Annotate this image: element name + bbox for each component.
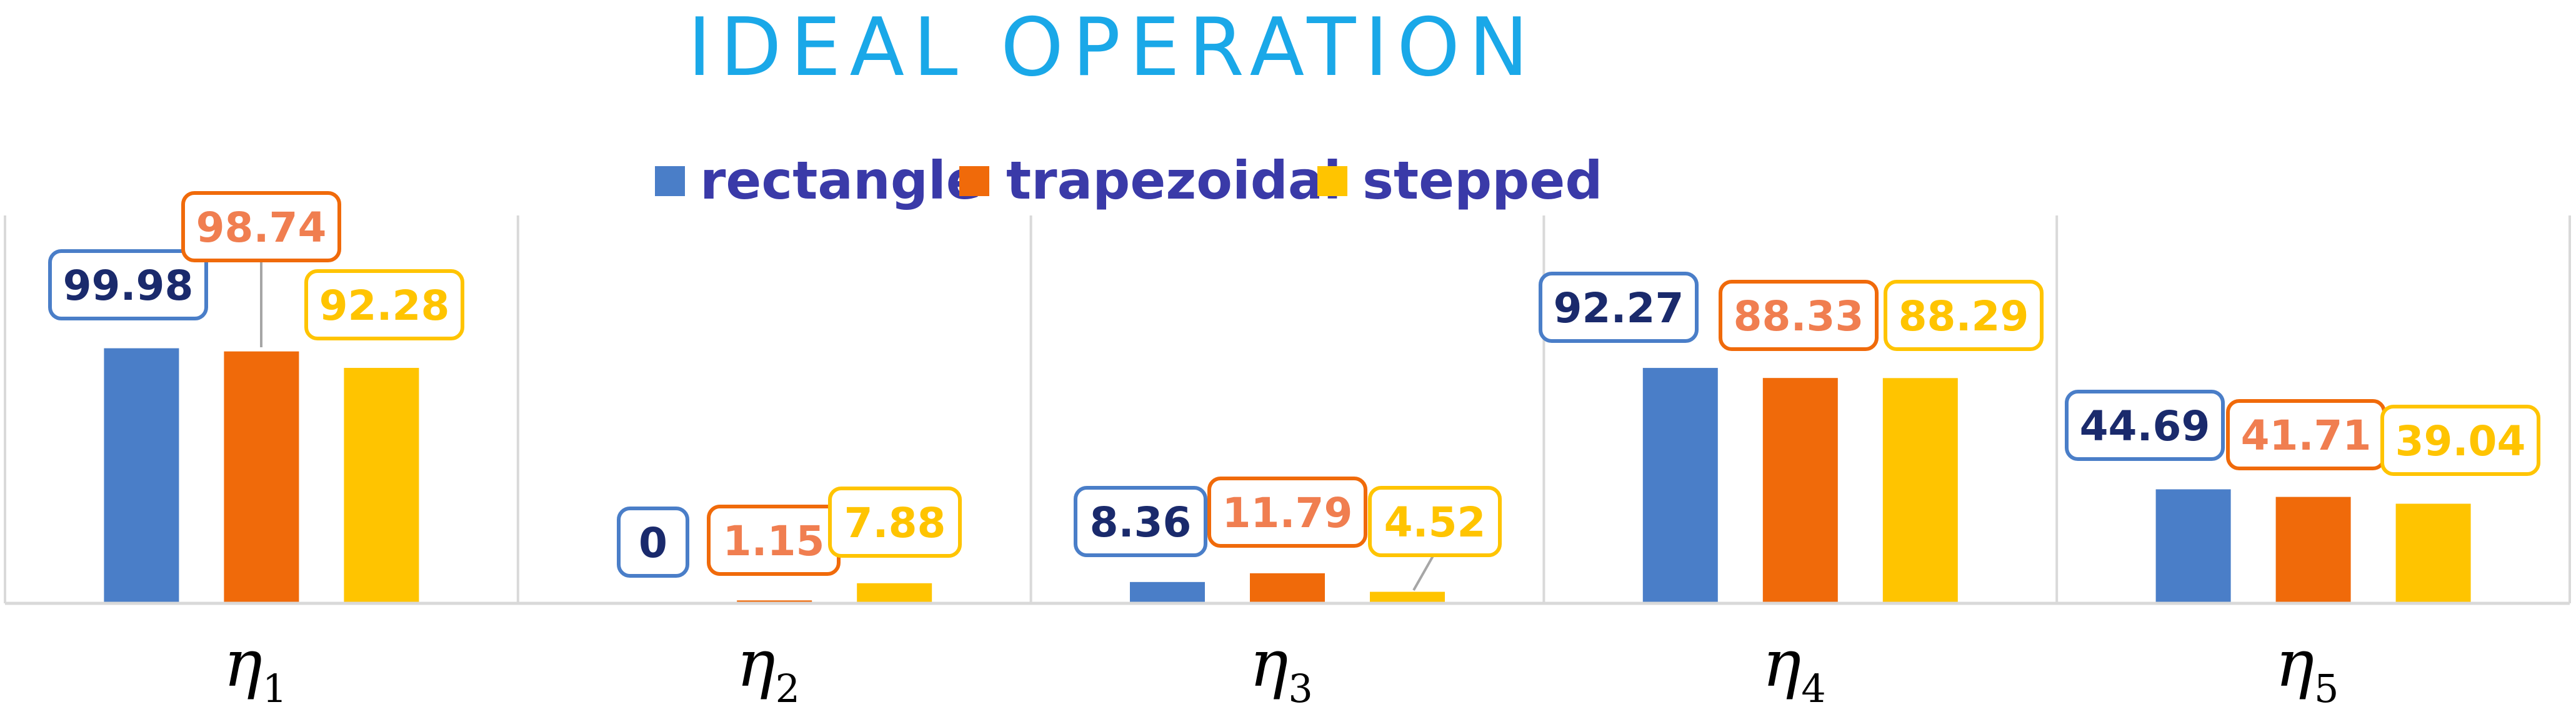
- category-labels: η1 η2 η3 η4 η5: [224, 625, 2339, 711]
- legend-swatch-stepped: [1317, 166, 1347, 196]
- data-label-rectangle-5: 44.69: [2080, 402, 2210, 450]
- data-label-box: [181, 191, 341, 262]
- legend: rectangle trapezoidal stepped: [655, 150, 1602, 211]
- bars: [104, 348, 2471, 603]
- data-label-rectangle-3: 8.36: [1090, 498, 1192, 546]
- data-label-box: [304, 269, 464, 340]
- category-label-5: η5: [2275, 625, 2339, 711]
- data-label-box: [1074, 486, 1207, 557]
- bar-stepped-4: [1882, 378, 1958, 603]
- data-label-box: [48, 249, 208, 320]
- data-label-box: [1368, 486, 1502, 557]
- data-label-stepped-5: 39.04: [2395, 417, 2526, 465]
- bar-rectangle-4: [1642, 368, 1718, 603]
- data-label-box: [2065, 390, 2225, 461]
- category-label-4: η4: [1762, 625, 1826, 711]
- data-label-stepped-2: 7.88: [844, 499, 946, 547]
- data-label-box: [1539, 272, 1699, 343]
- chart-title: IDEAL OPERATION: [687, 1, 1537, 94]
- data-label-box: [1719, 280, 1879, 351]
- data-label-box: [617, 507, 689, 578]
- legend-label-rectangle: rectangle: [700, 150, 982, 211]
- legend-swatch-trapezoidal: [959, 166, 989, 196]
- bar-rectangle-3: [1130, 581, 1205, 603]
- category-label-2: η2: [736, 625, 800, 711]
- data-label-trapezoidal-3: 11.79: [1222, 489, 1353, 537]
- data-label-box: [2380, 405, 2540, 476]
- data-label-trapezoidal-2: 1.15: [723, 517, 825, 565]
- data-label-box: [828, 487, 962, 558]
- data-label-rectangle-4: 92.27: [1554, 284, 1684, 332]
- data-label-rectangle-2: 0: [639, 519, 667, 567]
- category-label-3: η3: [1249, 625, 1313, 711]
- data-label-stepped-1: 92.28: [319, 282, 450, 330]
- legend-label-trapezoidal: trapezoidal: [1006, 150, 1341, 211]
- data-label-trapezoidal-5: 41.71: [2241, 412, 2372, 460]
- data-label-rectangle-1: 99.98: [63, 262, 194, 310]
- data-label-trapezoidal-4: 88.33: [1734, 292, 1864, 340]
- data-label-box: [1207, 477, 1367, 548]
- bar-trapezoidal-5: [2275, 497, 2351, 603]
- bar-trapezoidal-3: [1250, 573, 1325, 603]
- bar-trapezoidal-4: [1762, 378, 1838, 603]
- data-label-box: [1884, 280, 2044, 351]
- data-label-trapezoidal-1: 98.74: [196, 204, 327, 252]
- bar-rectangle-1: [104, 348, 179, 603]
- legend-label-stepped: stepped: [1362, 150, 1602, 211]
- bar-stepped-1: [344, 368, 419, 603]
- bar-stepped-5: [2395, 503, 2471, 603]
- legend-swatch-rectangle: [655, 166, 685, 196]
- data-label-stepped-4: 88.29: [1899, 292, 2029, 340]
- bar-rectangle-5: [2155, 489, 2231, 603]
- bar-trapezoidal-1: [224, 351, 299, 603]
- leader-line: [1412, 552, 1436, 591]
- category-label-1: η1: [224, 625, 287, 711]
- bar-stepped-3: [1370, 591, 1445, 603]
- bar-stepped-2: [857, 583, 932, 603]
- data-label-stepped-3: 4.52: [1384, 498, 1486, 546]
